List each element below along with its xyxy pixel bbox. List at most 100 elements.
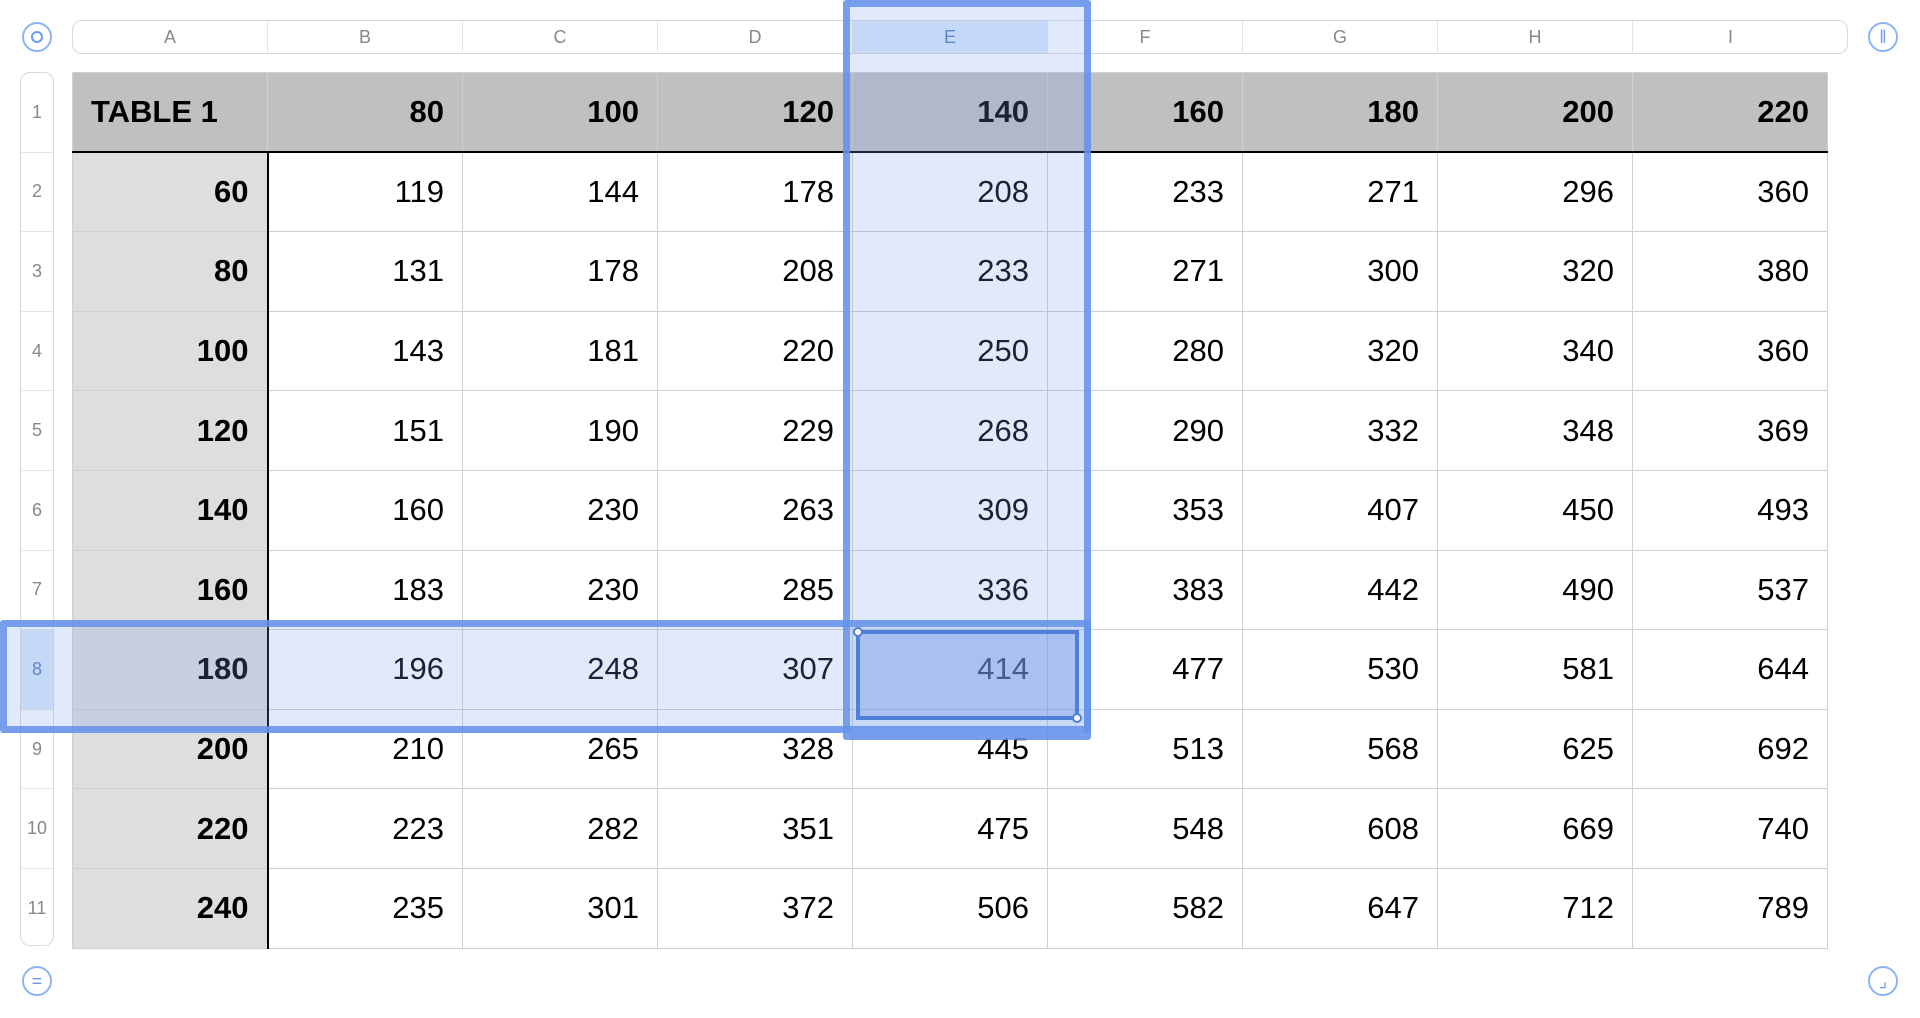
table-cell[interactable]: 328 xyxy=(658,709,853,789)
column-header-H[interactable]: H xyxy=(1438,21,1633,53)
table-cell[interactable]: 268 xyxy=(853,391,1048,471)
table-cell[interactable]: 582 xyxy=(1048,868,1243,948)
table-cell[interactable]: 530 xyxy=(1243,630,1438,710)
table-row-header[interactable]: 180 xyxy=(73,630,268,710)
table-col-header[interactable]: 200 xyxy=(1438,73,1633,153)
table-cell[interactable]: 490 xyxy=(1438,550,1633,630)
table-cell[interactable]: 196 xyxy=(268,630,463,710)
table-cell[interactable]: 360 xyxy=(1633,152,1828,232)
table-cell[interactable]: 307 xyxy=(658,630,853,710)
table-cell[interactable]: 285 xyxy=(658,550,853,630)
table-cell[interactable]: 181 xyxy=(463,311,658,391)
column-header-bar[interactable]: ABCDEFGHI xyxy=(72,20,1848,54)
row-header-10[interactable]: 10 xyxy=(21,789,53,869)
table-cell[interactable]: 493 xyxy=(1633,470,1828,550)
table-cell[interactable]: 789 xyxy=(1633,868,1828,948)
table-cell[interactable]: 740 xyxy=(1633,789,1828,869)
table-row-header[interactable]: 220 xyxy=(73,789,268,869)
table-cell[interactable]: 712 xyxy=(1438,868,1633,948)
data-table[interactable]: TABLE 1801001201401601802002206011914417… xyxy=(72,72,1828,949)
table-cell[interactable]: 383 xyxy=(1048,550,1243,630)
table-cell[interactable]: 235 xyxy=(268,868,463,948)
table-cell[interactable]: 340 xyxy=(1438,311,1633,391)
table-cell[interactable]: 351 xyxy=(658,789,853,869)
table-cell[interactable]: 348 xyxy=(1438,391,1633,471)
corner-origin-icon[interactable] xyxy=(22,22,52,52)
table-cell[interactable]: 160 xyxy=(268,470,463,550)
table-cell[interactable]: 506 xyxy=(853,868,1048,948)
row-header-9[interactable]: 9 xyxy=(21,710,53,790)
table-cell[interactable]: 208 xyxy=(853,152,1048,232)
table-cell[interactable]: 407 xyxy=(1243,470,1438,550)
table-cell[interactable]: 445 xyxy=(853,709,1048,789)
table-col-header[interactable]: 180 xyxy=(1243,73,1438,153)
table-cell[interactable]: 669 xyxy=(1438,789,1633,869)
table-cell[interactable]: 475 xyxy=(853,789,1048,869)
table-cell[interactable]: 369 xyxy=(1633,391,1828,471)
table-cell[interactable]: 414 xyxy=(853,630,1048,710)
table-cell[interactable]: 608 xyxy=(1243,789,1438,869)
table-cell[interactable]: 233 xyxy=(1048,152,1243,232)
row-header-6[interactable]: 6 xyxy=(21,471,53,551)
table-row-header[interactable]: 80 xyxy=(73,232,268,312)
table-cell[interactable]: 223 xyxy=(268,789,463,869)
table-cell[interactable]: 581 xyxy=(1438,630,1633,710)
table-cell[interactable]: 320 xyxy=(1243,311,1438,391)
table-row-header[interactable]: 120 xyxy=(73,391,268,471)
table-row-header[interactable]: 200 xyxy=(73,709,268,789)
table-cell[interactable]: 208 xyxy=(658,232,853,312)
table-cell[interactable]: 513 xyxy=(1048,709,1243,789)
table-cell[interactable]: 309 xyxy=(853,470,1048,550)
column-header-A[interactable]: A xyxy=(73,21,268,53)
table-cell[interactable]: 183 xyxy=(268,550,463,630)
table-cell[interactable]: 625 xyxy=(1438,709,1633,789)
column-header-G[interactable]: G xyxy=(1243,21,1438,53)
table-row-header[interactable]: 240 xyxy=(73,868,268,948)
table-title[interactable]: TABLE 1 xyxy=(73,73,268,153)
table-cell[interactable]: 320 xyxy=(1438,232,1633,312)
table-row-header[interactable]: 160 xyxy=(73,550,268,630)
table-cell[interactable]: 178 xyxy=(658,152,853,232)
table-cell[interactable]: 692 xyxy=(1633,709,1828,789)
table-cell[interactable]: 220 xyxy=(658,311,853,391)
column-header-C[interactable]: C xyxy=(463,21,658,53)
table-cell[interactable]: 360 xyxy=(1633,311,1828,391)
row-header-bar[interactable]: 1234567891011 xyxy=(20,72,54,946)
table-cell[interactable]: 144 xyxy=(463,152,658,232)
column-header-B[interactable]: B xyxy=(268,21,463,53)
row-header-11[interactable]: 11 xyxy=(21,869,53,946)
table-cell[interactable]: 336 xyxy=(853,550,1048,630)
corner-end-icon[interactable]: ⌟ xyxy=(1868,966,1898,996)
table-cell[interactable]: 537 xyxy=(1633,550,1828,630)
table-col-header[interactable]: 140 xyxy=(853,73,1048,153)
table-cell[interactable]: 477 xyxy=(1048,630,1243,710)
table-cell[interactable]: 143 xyxy=(268,311,463,391)
table-cell[interactable]: 280 xyxy=(1048,311,1243,391)
column-header-D[interactable]: D xyxy=(658,21,853,53)
row-header-8[interactable]: 8 xyxy=(21,630,53,710)
row-header-5[interactable]: 5 xyxy=(21,391,53,471)
table-cell[interactable]: 248 xyxy=(463,630,658,710)
table-cell[interactable]: 265 xyxy=(463,709,658,789)
table-cell[interactable]: 353 xyxy=(1048,470,1243,550)
table-cell[interactable]: 210 xyxy=(268,709,463,789)
table-col-header[interactable]: 160 xyxy=(1048,73,1243,153)
row-header-2[interactable]: 2 xyxy=(21,153,53,233)
row-header-7[interactable]: 7 xyxy=(21,551,53,631)
table-cell[interactable]: 450 xyxy=(1438,470,1633,550)
table-cell[interactable]: 296 xyxy=(1438,152,1633,232)
table-col-header[interactable]: 80 xyxy=(268,73,463,153)
table-cell[interactable]: 300 xyxy=(1243,232,1438,312)
row-header-3[interactable]: 3 xyxy=(21,232,53,312)
table-cell[interactable]: 442 xyxy=(1243,550,1438,630)
table-cell[interactable]: 271 xyxy=(1243,152,1438,232)
corner-columns-icon[interactable]: ‖ xyxy=(1868,22,1898,52)
column-header-F[interactable]: F xyxy=(1048,21,1243,53)
table-cell[interactable]: 229 xyxy=(658,391,853,471)
table-cell[interactable]: 301 xyxy=(463,868,658,948)
table-cell[interactable]: 119 xyxy=(268,152,463,232)
table-row-header[interactable]: 100 xyxy=(73,311,268,391)
table-cell[interactable]: 332 xyxy=(1243,391,1438,471)
table-cell[interactable]: 178 xyxy=(463,232,658,312)
table-cell[interactable]: 131 xyxy=(268,232,463,312)
